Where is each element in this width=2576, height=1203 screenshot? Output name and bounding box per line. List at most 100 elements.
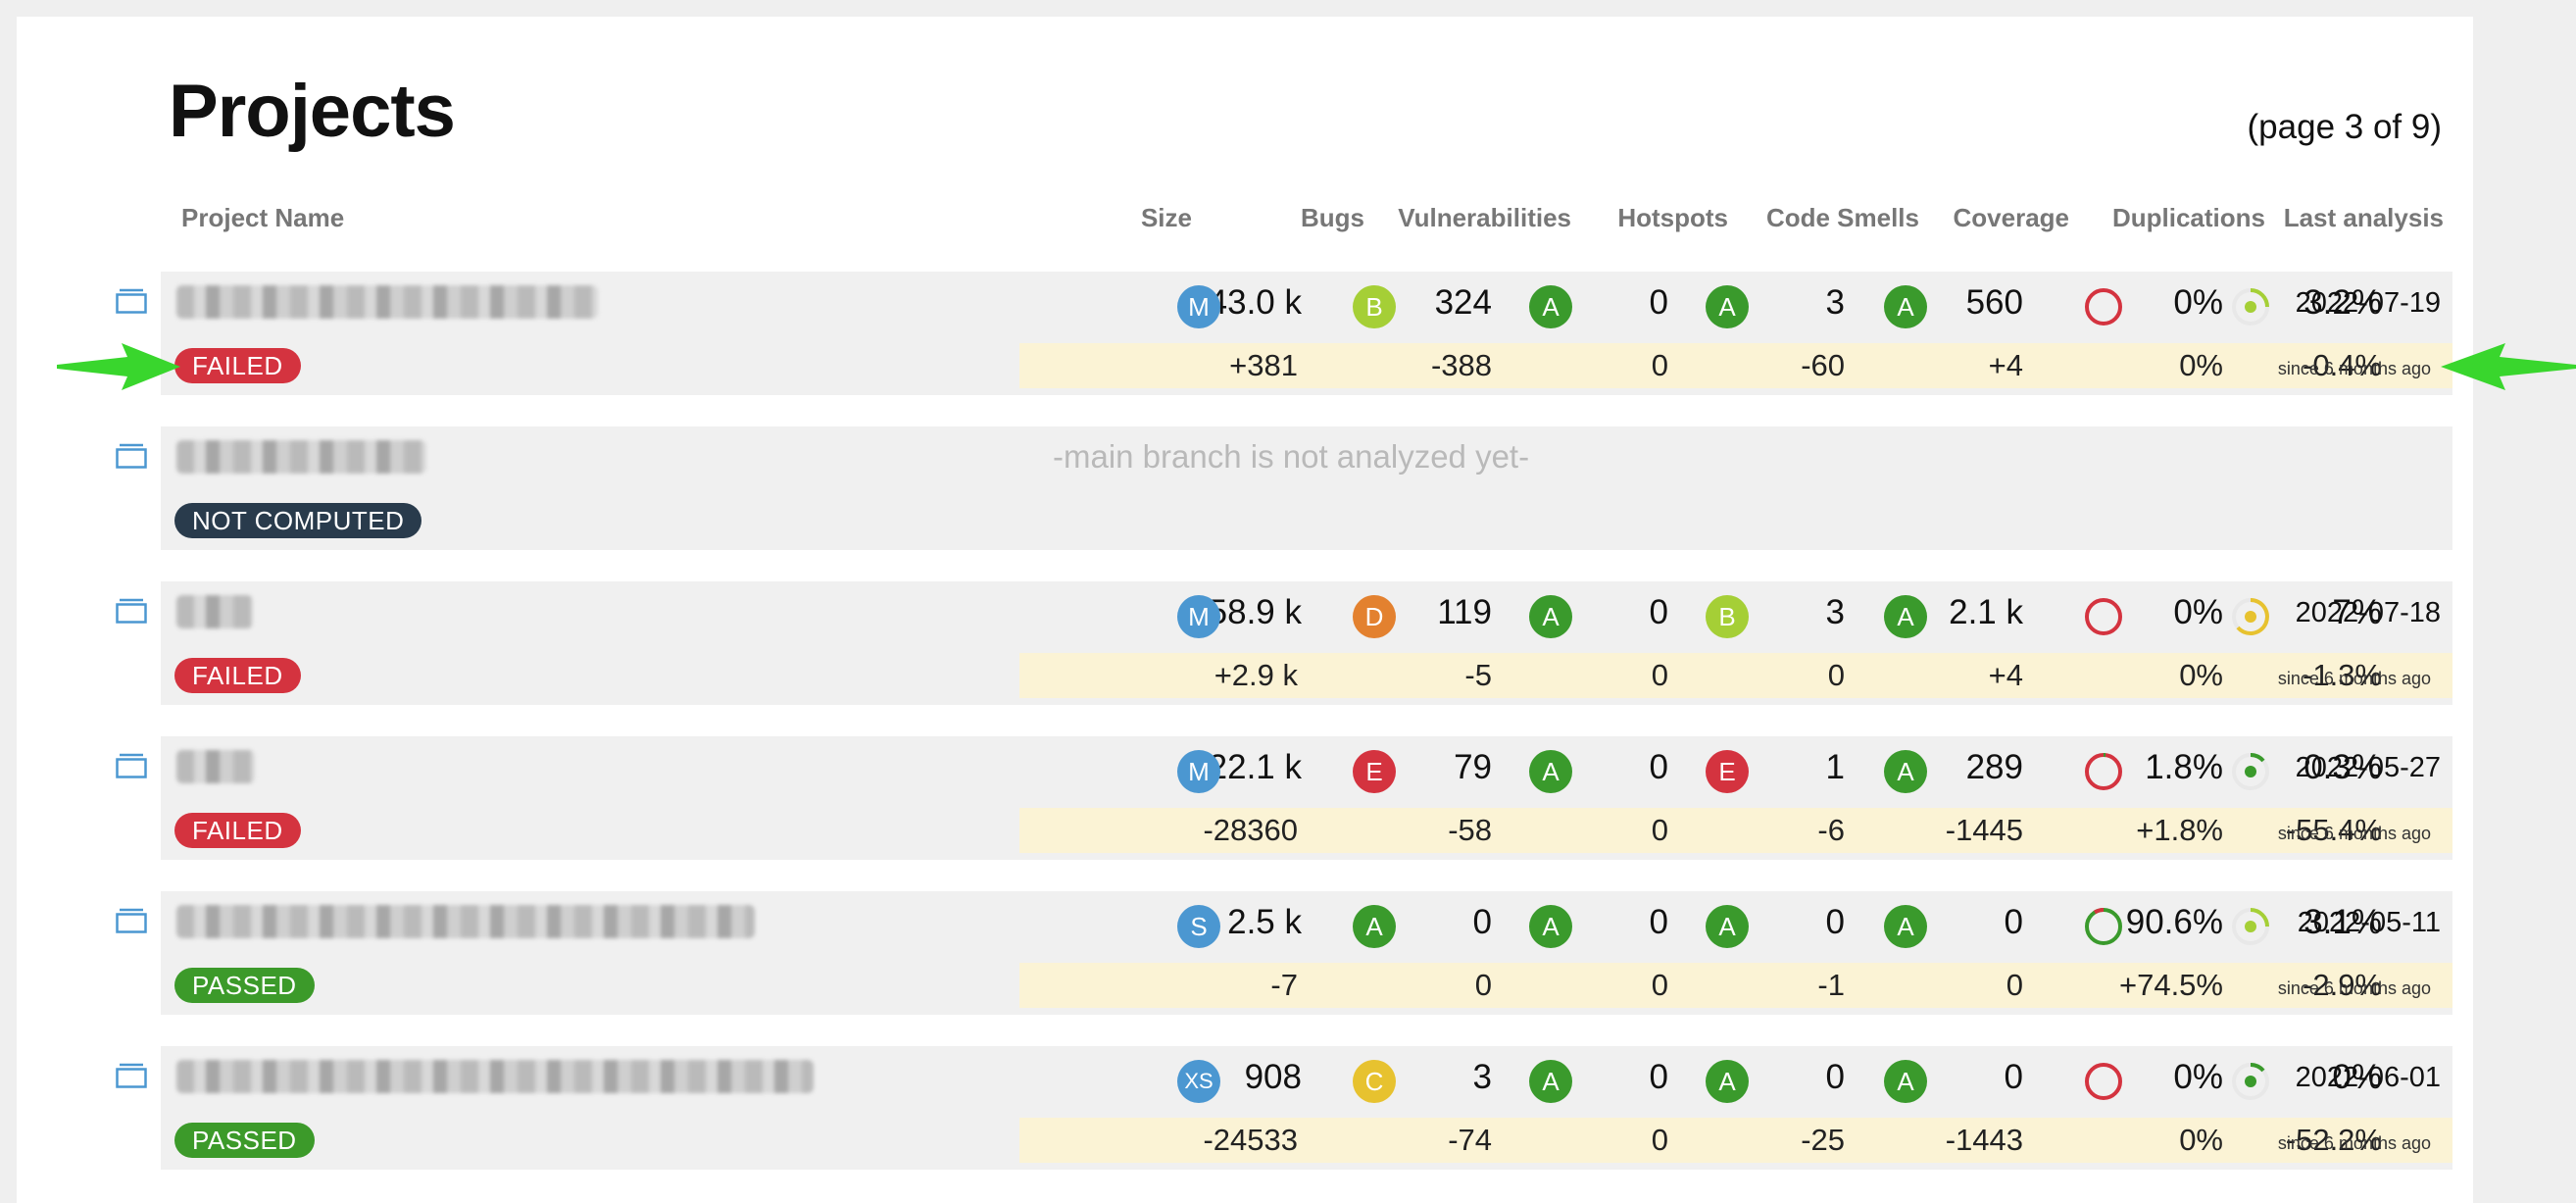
coverage-value[interactable]: 1.8%: [2145, 748, 2223, 786]
vulnerabilities-value[interactable]: 0: [1649, 1058, 1668, 1096]
vulnerabilities-value[interactable]: 0: [1649, 283, 1668, 322]
column-header-duplications[interactable]: Duplications: [2111, 203, 2265, 232]
new-bugs-value[interactable]: -58: [1448, 813, 1492, 847]
project-name-link[interactable]: [176, 905, 755, 938]
new-duplications-value[interactable]: -2.9%: [2303, 968, 2382, 1002]
project-folder-icon[interactable]: [116, 908, 147, 933]
new-coverage-value[interactable]: 0%: [2179, 658, 2223, 692]
column-header-hotspots[interactable]: Hotspots: [1617, 203, 1728, 232]
vulnerabilities-value[interactable]: 0: [1649, 748, 1668, 786]
new-vulnerabilities-value[interactable]: 0: [1651, 813, 1668, 847]
hotspots-rating-badge: A: [1706, 905, 1749, 948]
project-name-link[interactable]: [176, 440, 426, 474]
new-code-strip: [1019, 1118, 2452, 1163]
column-header-coverage[interactable]: Coverage: [1953, 203, 2070, 232]
size-value[interactable]: 43.0 k: [1208, 283, 1302, 322]
new-code-smells-value[interactable]: -1445: [1945, 813, 2023, 847]
code-smells-value[interactable]: 0: [2004, 1058, 2023, 1096]
vulnerabilities-value[interactable]: 0: [1649, 593, 1668, 631]
hotspots-value[interactable]: 1: [1825, 748, 1845, 786]
new-vulnerabilities-value[interactable]: 0: [1651, 968, 1668, 1002]
duplications-value[interactable]: 0.3%: [2304, 748, 2382, 786]
bugs-value[interactable]: 119: [1437, 593, 1492, 631]
new-size-value[interactable]: +2.9 k: [1214, 658, 1298, 692]
column-header-code-smells[interactable]: Code Smells: [1765, 203, 1919, 232]
new-bugs-value[interactable]: -388: [1430, 348, 1492, 382]
duplications-value[interactable]: 3.2%: [2304, 283, 2382, 322]
code-smells-value[interactable]: 2.1 k: [1949, 593, 2023, 631]
new-vulnerabilities-value[interactable]: 0: [1651, 1123, 1668, 1157]
new-coverage-value[interactable]: 0%: [2179, 348, 2223, 382]
hotspots-value[interactable]: 3: [1825, 283, 1845, 322]
new-size-value[interactable]: -28360: [1203, 813, 1298, 847]
duplications-value[interactable]: 0%: [2332, 1058, 2382, 1096]
new-code-smells-value[interactable]: +4: [1988, 658, 2023, 692]
size-value[interactable]: 22.1 k: [1208, 748, 1302, 786]
vulnerabilities-value[interactable]: 0: [1649, 903, 1668, 941]
duplications-value[interactable]: 7%: [2332, 593, 2382, 631]
size-value[interactable]: 58.9 k: [1208, 593, 1302, 631]
project-folder-icon[interactable]: [116, 753, 147, 778]
new-vulnerabilities-value[interactable]: 0: [1651, 348, 1668, 382]
quality-gate-status-badge: NOT COMPUTED: [174, 503, 422, 538]
project-name-link[interactable]: [176, 1060, 814, 1093]
bugs-value[interactable]: 3: [1472, 1058, 1492, 1096]
new-bugs-value[interactable]: -5: [1464, 658, 1492, 692]
column-header-vulnerabilities[interactable]: Vulnerabilities: [1398, 203, 1571, 232]
new-duplications-value[interactable]: -1.3%: [2303, 658, 2382, 692]
size-value[interactable]: 2.5 k: [1227, 903, 1302, 941]
code-smells-value[interactable]: 560: [1965, 283, 2023, 322]
new-duplications-value[interactable]: -0.4%: [2303, 348, 2382, 382]
new-size-value[interactable]: -7: [1270, 968, 1298, 1002]
coverage-value[interactable]: 90.6%: [2125, 903, 2223, 941]
code-smells-value[interactable]: 0: [2004, 903, 2023, 941]
coverage-ring-icon: [2085, 753, 2122, 790]
project-folder-icon[interactable]: [116, 288, 147, 314]
project-folder-icon[interactable]: [116, 1063, 147, 1088]
new-code-smells-value[interactable]: -1443: [1945, 1123, 2023, 1157]
column-header-last-analysis[interactable]: Last analysis: [2283, 203, 2444, 232]
size-value[interactable]: 908: [1244, 1058, 1302, 1096]
coverage-value[interactable]: 0%: [2173, 593, 2223, 631]
column-header-size[interactable]: Size: [1140, 203, 1192, 232]
hotspots-value[interactable]: 3: [1825, 593, 1845, 631]
new-hotspots-value[interactable]: -1: [1817, 968, 1845, 1002]
bugs-value[interactable]: 324: [1434, 283, 1492, 322]
size-rating-badge: M: [1177, 595, 1220, 638]
duplications-value[interactable]: 3.1%: [2304, 903, 2382, 941]
project-folder-icon[interactable]: [116, 598, 147, 624]
vulnerabilities-rating-badge: A: [1529, 1060, 1572, 1103]
new-size-value[interactable]: -24533: [1203, 1123, 1298, 1157]
code-smells-value[interactable]: 289: [1965, 748, 2023, 786]
new-coverage-value[interactable]: +1.8%: [2136, 813, 2223, 847]
project-name-link[interactable]: [176, 285, 598, 319]
new-coverage-value[interactable]: 0%: [2179, 1123, 2223, 1157]
coverage-value[interactable]: 0%: [2173, 1058, 2223, 1096]
column-header-bugs[interactable]: Bugs: [1301, 203, 1364, 232]
new-coverage-value[interactable]: +74.5%: [2118, 968, 2223, 1002]
project-name-link[interactable]: [176, 750, 255, 783]
size-rating-badge: S: [1177, 905, 1220, 948]
hotspots-value[interactable]: 0: [1825, 903, 1845, 941]
coverage-value[interactable]: 0%: [2173, 283, 2223, 322]
new-duplications-value[interactable]: -55.4%: [2285, 813, 2382, 847]
project-folder-icon[interactable]: [116, 443, 147, 469]
project-row: FAILED 22.1 k M 79 E 0 A 1 E 289 A 1.8% …: [161, 736, 2452, 860]
new-hotspots-value[interactable]: -60: [1801, 348, 1845, 382]
bugs-value[interactable]: 79: [1454, 748, 1492, 786]
new-hotspots-value[interactable]: 0: [1827, 658, 1845, 692]
bugs-value[interactable]: 0: [1472, 903, 1492, 941]
new-code-smells-value[interactable]: +4: [1988, 348, 2023, 382]
new-hotspots-value[interactable]: -6: [1817, 813, 1845, 847]
new-bugs-value[interactable]: -74: [1448, 1123, 1492, 1157]
bugs-rating-badge: C: [1353, 1060, 1396, 1103]
new-bugs-value[interactable]: 0: [1474, 968, 1492, 1002]
hotspots-value[interactable]: 0: [1825, 1058, 1845, 1096]
new-vulnerabilities-value[interactable]: 0: [1651, 658, 1668, 692]
new-duplications-value[interactable]: -52.2%: [2285, 1123, 2382, 1157]
new-code-smells-value[interactable]: 0: [2006, 968, 2023, 1002]
new-size-value[interactable]: +381: [1229, 348, 1298, 382]
column-header-project-name[interactable]: Project Name: [181, 203, 345, 232]
project-name-link[interactable]: [176, 595, 253, 628]
new-hotspots-value[interactable]: -25: [1801, 1123, 1845, 1157]
